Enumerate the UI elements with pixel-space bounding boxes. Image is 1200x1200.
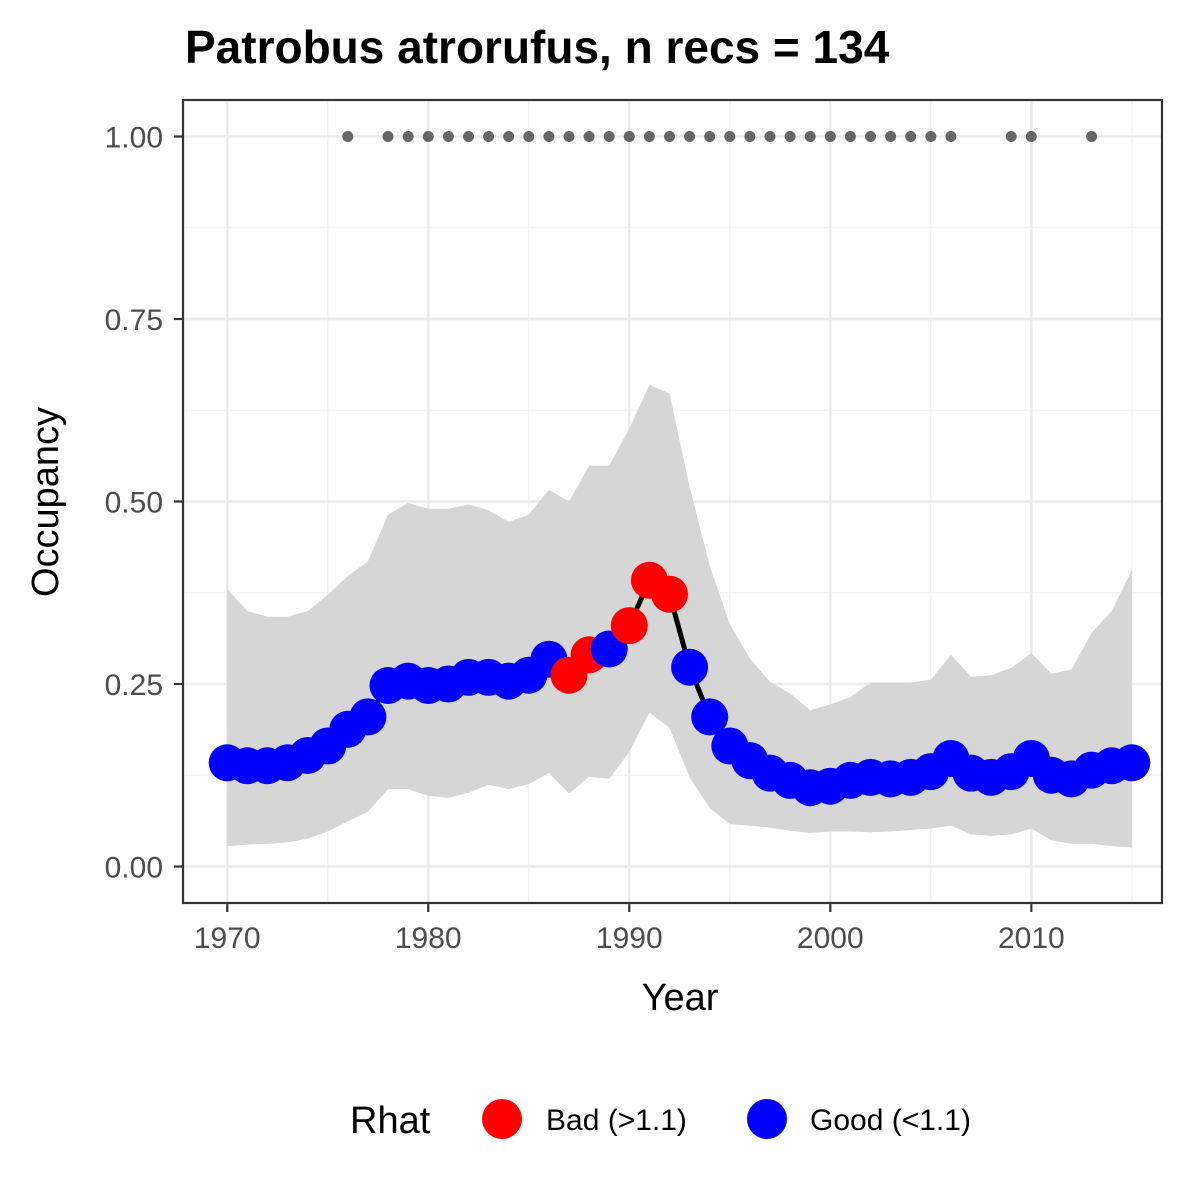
record-dot <box>402 131 414 142</box>
legend-key-bad <box>482 1099 522 1139</box>
record-dot <box>1086 131 1098 142</box>
x-tick-label: 1980 <box>395 922 462 955</box>
record-dot <box>1005 131 1017 142</box>
legend-key-good <box>747 1099 787 1139</box>
record-dot <box>804 131 816 142</box>
y-axis-title: Occupancy <box>25 407 67 597</box>
record-dot <box>563 131 575 142</box>
record-dot <box>945 131 957 142</box>
x-tick-label: 1990 <box>596 922 663 955</box>
record-dot <box>784 131 796 142</box>
y-tick-label: 0.25 <box>105 669 163 702</box>
record-dot <box>824 131 836 142</box>
record-dot <box>382 131 394 142</box>
record-dot <box>684 131 696 142</box>
chart-title: Patrobus atrorufus, n recs = 134 <box>185 21 890 73</box>
data-point-bad <box>651 575 688 613</box>
y-tick-label: 0.50 <box>105 487 163 520</box>
record-dot <box>543 131 555 142</box>
confidence-ribbon-layer <box>227 384 1132 848</box>
record-dot <box>844 131 856 142</box>
y-tick-label: 1.00 <box>105 122 163 155</box>
record-dot <box>925 131 937 142</box>
y-tick-label: 0.00 <box>105 852 163 885</box>
data-point-good <box>349 698 387 736</box>
record-dot <box>764 131 776 142</box>
record-dot <box>583 131 595 142</box>
y-axis: 0.00 0.25 0.50 0.75 1.00 <box>105 122 183 885</box>
legend-label-bad: Bad (>1.1) <box>546 1104 687 1137</box>
data-point-good <box>691 698 729 736</box>
x-tick-label: 2000 <box>797 922 864 955</box>
record-dot <box>905 131 917 142</box>
x-tick-label: 2010 <box>998 922 1065 955</box>
record-dot <box>442 131 454 142</box>
record-dot <box>342 131 354 142</box>
confidence-ribbon <box>227 384 1132 848</box>
record-dot <box>744 131 756 142</box>
record-dot <box>724 131 736 142</box>
record-dot <box>704 131 716 142</box>
record-dot <box>483 131 495 142</box>
data-points-layer <box>208 561 1151 807</box>
record-dot <box>865 131 876 142</box>
record-dots-layer <box>342 131 1098 142</box>
legend-title: Rhat <box>350 1100 431 1142</box>
y-tick-label: 0.75 <box>105 304 163 337</box>
record-dot <box>463 131 474 142</box>
record-dot <box>623 131 635 142</box>
data-point-good <box>1113 744 1151 782</box>
record-dot <box>503 131 515 142</box>
x-axis-title: Year <box>642 977 719 1019</box>
record-dot <box>422 131 434 142</box>
record-dot <box>664 131 675 142</box>
record-dot <box>523 131 535 142</box>
record-dot <box>643 131 655 142</box>
x-axis: 1970 1980 1990 2000 2010 <box>194 903 1065 955</box>
record-dot <box>885 131 897 142</box>
data-point-good <box>671 648 709 686</box>
data-point-bad <box>610 607 648 645</box>
legend-label-good: Good (<1.1) <box>810 1104 971 1137</box>
x-tick-label: 1970 <box>194 922 261 955</box>
legend: Rhat Bad (>1.1) Good (<1.1) <box>350 1099 971 1142</box>
record-dot <box>603 131 615 142</box>
record-dot <box>1025 131 1037 142</box>
